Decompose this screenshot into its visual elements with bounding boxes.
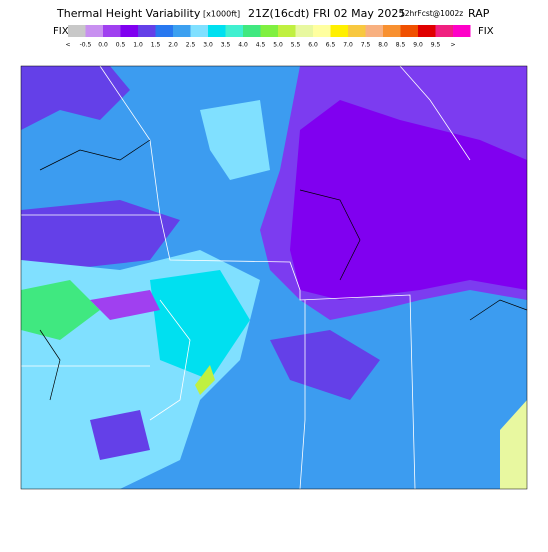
color-label: 1.5: [151, 42, 161, 49]
green-region: [195, 365, 215, 395]
color-swatch: [295, 25, 313, 37]
deep-purple-region: [290, 100, 527, 300]
color-label: 5.5: [291, 42, 301, 49]
color-label: 6.0: [308, 42, 318, 49]
color-label: 8.5: [396, 42, 406, 49]
contours: [39, 139, 528, 401]
title: Thermal Height Variability: [56, 7, 201, 20]
color-label: >: [450, 42, 455, 49]
green-region: [21, 280, 100, 340]
color-label: 4.0: [238, 42, 248, 49]
color-swatch: [453, 25, 471, 37]
fix-right: FIX: [478, 26, 494, 37]
color-swatch: [173, 25, 191, 37]
forecast: 12hrFcst@1002z: [400, 9, 463, 18]
color-label: 4.5: [256, 42, 266, 49]
color-label: 8.0: [378, 42, 388, 49]
color-label: 6.5: [326, 42, 336, 49]
color-label: <: [65, 42, 70, 49]
valid-time: 21Z(16cdt) FRI 02 May 2025: [248, 7, 405, 20]
color-swatch: [120, 25, 138, 37]
model: RAP: [468, 7, 490, 20]
color-swatch: [418, 25, 436, 37]
color-swatch: [313, 25, 331, 37]
map-frame: [20, 65, 528, 490]
color-swatch: [103, 25, 121, 37]
color-swatch: [383, 25, 401, 37]
color-swatch: [225, 25, 243, 37]
purple-region: [21, 200, 180, 270]
color-label: 0.5: [116, 42, 126, 49]
color-label: 9.5: [431, 42, 441, 49]
cyan-region: [200, 100, 270, 180]
color-swatch: [68, 25, 86, 37]
color-label: 9.0: [413, 42, 423, 49]
color-swatch: [260, 25, 278, 37]
color-label: 1.0: [133, 42, 143, 49]
color-swatch: [435, 25, 453, 37]
color-swatch: [278, 25, 296, 37]
color-label: 5.0: [273, 42, 283, 49]
color-swatch: [400, 25, 418, 37]
color-label: 3.0: [203, 42, 213, 49]
yellow-region: [500, 400, 527, 489]
map: [20, 65, 528, 490]
purple-region: [270, 330, 380, 400]
aqua-region: [150, 270, 250, 380]
color-swatch: [348, 25, 366, 37]
color-swatch: [85, 25, 103, 37]
fix-left: FIX: [53, 26, 69, 37]
color-swatch: [330, 25, 348, 37]
color-label: 0.0: [98, 42, 108, 49]
color-swatch: [208, 25, 226, 37]
color-swatch: [155, 25, 173, 37]
color-swatch: [365, 25, 383, 37]
purple-region: [90, 410, 150, 460]
color-swatch: [243, 25, 261, 37]
units: [x1000ft]: [203, 10, 240, 19]
color-label: 2.5: [186, 42, 196, 49]
title-row: Thermal Height Variability [x1000ft] 21Z…: [56, 7, 490, 20]
violet-region: [90, 290, 160, 320]
color-label: 7.0: [343, 42, 353, 49]
color-swatch: [190, 25, 208, 37]
color-bar: < -0.5 0.0 0.5 1.0 1.5 2.0 2.5 3.0 3.5 4.0 4.5 5.0 5.…: [65, 25, 471, 49]
color-label: 7.5: [361, 42, 371, 49]
color-label: 2.0: [168, 42, 178, 49]
color-swatch: [138, 25, 156, 37]
purple-region: [21, 66, 130, 130]
color-label: -0.5: [80, 42, 92, 49]
color-label: 3.5: [221, 42, 231, 49]
